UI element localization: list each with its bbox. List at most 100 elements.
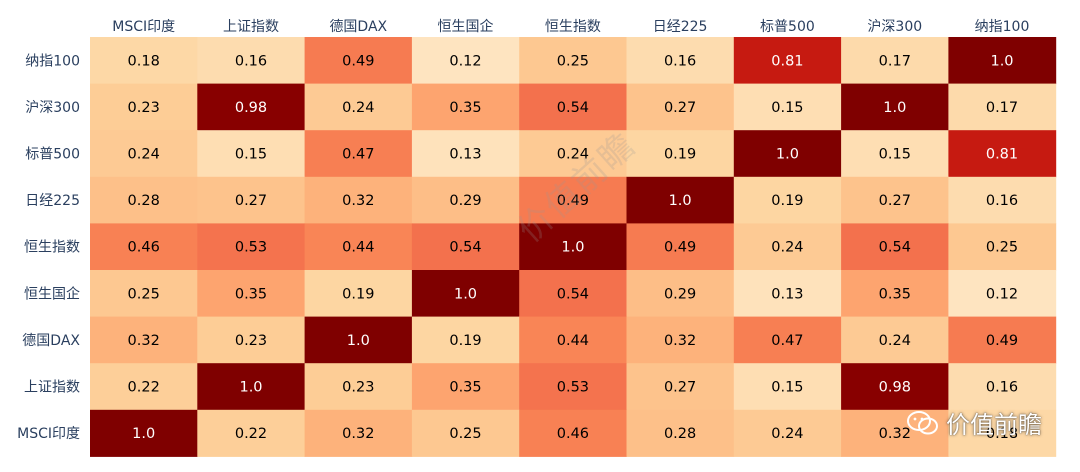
cell-value-label: 0.25 — [449, 426, 481, 442]
x-tick-label: 沪深300 — [867, 19, 922, 35]
heatmap-cell — [197, 363, 306, 411]
heatmap-cell — [733, 363, 842, 411]
cell-value-label: 0.35 — [879, 286, 911, 302]
cell-value-label: 1.0 — [990, 53, 1013, 69]
heatmap-cell — [841, 37, 949, 85]
cell-value-label: 0.35 — [449, 100, 481, 116]
cell-value-label: 0.32 — [128, 333, 160, 349]
cell-value-label: 0.44 — [557, 333, 589, 349]
y-tick-label: MSCI印度 — [17, 426, 80, 442]
cell-value-label: 0.27 — [235, 193, 267, 209]
heatmap-cell — [411, 270, 520, 318]
heatmap-cell — [519, 176, 627, 224]
heatmap-cell — [411, 363, 520, 411]
cell-value-label: 0.54 — [557, 286, 589, 302]
cell-value-label: 0.54 — [449, 240, 481, 256]
heatmap-cell — [626, 316, 735, 364]
cell-value-label: 0.32 — [879, 426, 911, 442]
heatmap-cell — [304, 409, 413, 457]
heatmap-cell — [411, 409, 520, 457]
cell-value-label: 0.47 — [342, 147, 374, 163]
cell-value-label: 0.19 — [664, 147, 696, 163]
cell-value-label: 0.49 — [986, 333, 1018, 349]
heatmap-cell — [519, 130, 627, 178]
x-tick-label: 恒生国企 — [438, 18, 494, 35]
heatmap-cell — [626, 130, 735, 178]
heatmap-cell — [411, 223, 520, 271]
cell-value-label: 0.28 — [664, 426, 696, 442]
heatmap-cell — [626, 223, 735, 271]
cell-value-label: 0.32 — [342, 193, 374, 209]
heatmap-cell — [948, 37, 1057, 85]
cell-value-label: 0.17 — [986, 100, 1018, 116]
cell-value-label: 0.16 — [235, 53, 267, 69]
heatmap-cell — [733, 409, 842, 457]
cell-value-label: 0.19 — [342, 286, 374, 302]
heatmap-cell — [90, 223, 198, 271]
heatmap-cell — [519, 83, 627, 131]
cell-value-label: 0.98 — [235, 100, 267, 116]
cell-value-label: 0.25 — [128, 286, 160, 302]
heatmap-cell — [519, 316, 627, 364]
cell-value-label: 0.22 — [235, 426, 267, 442]
heatmap-cell — [304, 270, 413, 318]
cell-value-label: 0.47 — [771, 333, 803, 349]
heatmap-cell — [197, 37, 306, 85]
cell-value-label: 0.35 — [235, 286, 267, 302]
cell-value-label: 1.0 — [239, 380, 262, 396]
cell-value-label: 0.49 — [342, 53, 374, 69]
cell-value-label: 0.23 — [128, 100, 160, 116]
heatmap-cell — [197, 270, 306, 318]
cell-value-label: 0.18 — [986, 426, 1018, 442]
cell-value-label: 1.0 — [561, 240, 584, 256]
cell-value-label: 0.81 — [986, 147, 1018, 163]
cell-value-label: 0.54 — [557, 100, 589, 116]
heatmap-cell — [304, 223, 413, 271]
cell-value-label: 0.13 — [771, 286, 803, 302]
heatmap-cell — [626, 409, 735, 457]
heatmap-cell — [841, 363, 949, 411]
heatmap-cell — [411, 176, 520, 224]
cell-value-label: 0.49 — [557, 193, 589, 209]
cell-value-label: 0.46 — [557, 426, 589, 442]
heatmap-cell — [733, 176, 842, 224]
heatmap-cell — [197, 316, 306, 364]
heatmap-cell — [304, 130, 413, 178]
y-tick-label: 纳指100 — [25, 53, 80, 69]
heatmap-cell — [90, 130, 198, 178]
cell-value-label: 0.28 — [128, 193, 160, 209]
x-tick-label: 日经225 — [653, 19, 708, 35]
cell-value-label: 0.27 — [664, 100, 696, 116]
cell-value-label: 0.53 — [557, 380, 589, 396]
heatmap-cell — [304, 363, 413, 411]
x-tick-label: MSCI印度 — [112, 19, 175, 35]
heatmap-cell — [411, 316, 520, 364]
cell-value-label: 0.16 — [664, 53, 696, 69]
heatmap-cell — [626, 363, 735, 411]
cell-value-label: 0.29 — [664, 286, 696, 302]
heatmap-cell — [519, 223, 627, 271]
heatmap-cell — [197, 409, 306, 457]
heatmap-cell — [841, 130, 949, 178]
heatmap-cell — [519, 409, 627, 457]
x-tick-label: 恒生指数 — [545, 19, 601, 35]
cell-value-label: 0.27 — [664, 380, 696, 396]
cell-value-label: 0.15 — [879, 147, 911, 163]
cell-value-label: 0.53 — [235, 240, 267, 256]
heatmap-cell — [948, 409, 1057, 457]
heatmap-cell — [733, 316, 842, 364]
heatmap-cell — [626, 37, 735, 85]
cell-value-label: 0.81 — [771, 53, 803, 69]
cell-value-label: 0.24 — [342, 100, 374, 116]
cell-value-label: 0.29 — [449, 193, 481, 209]
y-tick-label: 标普500 — [25, 147, 80, 163]
cell-value-label: 1.0 — [347, 333, 370, 349]
heatmap-cell — [90, 176, 198, 224]
cell-value-label: 0.24 — [771, 426, 803, 442]
cell-value-label: 0.98 — [879, 380, 911, 396]
heatmap-cell — [948, 363, 1057, 411]
heatmap-cell — [948, 270, 1057, 318]
heatmap-cell — [197, 83, 306, 131]
